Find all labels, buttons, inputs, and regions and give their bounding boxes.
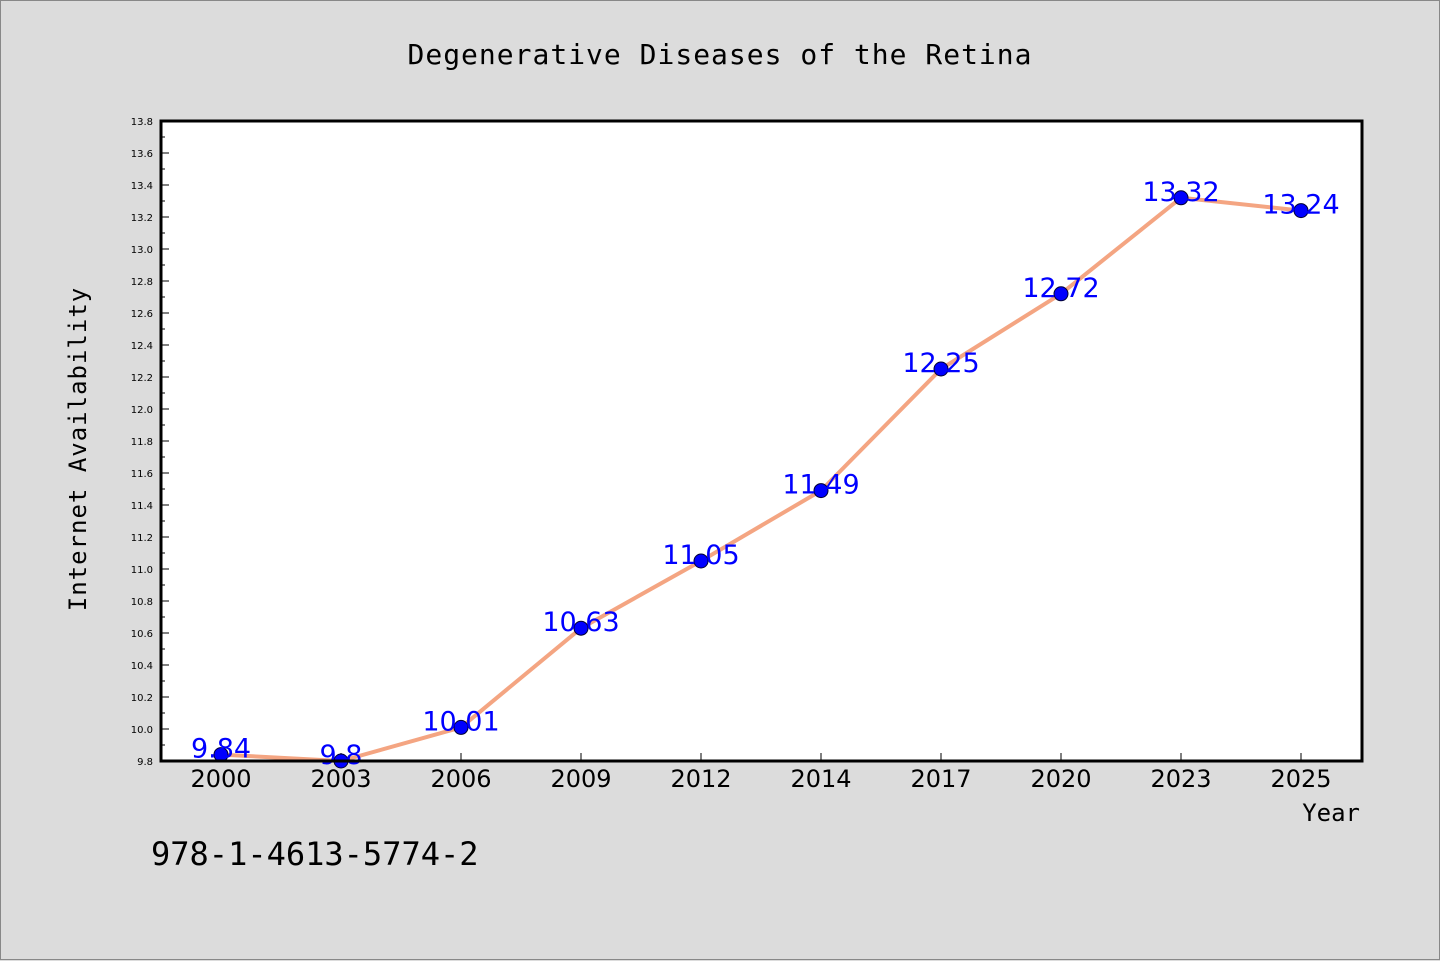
y-tick-label: 13.8 <box>131 117 153 128</box>
y-tick-label: 12.6 <box>131 309 153 320</box>
data-point <box>813 483 829 499</box>
y-tick-label: 13.0 <box>131 245 153 256</box>
y-axis: 9.8 10.0 10.2 10.4 10.6 10.8 11.0 11.2 11.4 11.6 1… <box>131 117 169 768</box>
y-tick-label: 10.0 <box>131 725 153 736</box>
data-point <box>1053 286 1069 302</box>
data-label: 11.05 <box>662 540 739 571</box>
y-tick-label: 13.4 <box>131 181 153 192</box>
data-point <box>453 719 469 735</box>
y-tick-label: 12.0 <box>131 405 153 416</box>
x-tick-label: 2023 <box>1150 765 1211 793</box>
y-tick-label: 11.2 <box>131 533 153 544</box>
data-labels: 9.84 9.8 10.01 10.63 11.05 11.49 12.25 12.72 13.… <box>191 177 1340 771</box>
y-tick-label: 11.4 <box>131 501 153 512</box>
data-point <box>933 361 949 377</box>
x-tick-label: 2025 <box>1270 765 1331 793</box>
x-tick-label: 2009 <box>550 765 611 793</box>
y-tick-label: 11.8 <box>131 437 153 448</box>
y-tick-label: 11.6 <box>131 469 153 480</box>
y-tick-label: 11.0 <box>131 565 153 576</box>
chart-title: Degenerative Diseases of the Retina <box>407 38 1032 71</box>
data-label: 12.72 <box>1022 273 1099 304</box>
y-tick-label: 12.8 <box>131 277 153 288</box>
isbn-annotation: 978-1-4613-5774-2 <box>151 835 479 873</box>
data-point <box>573 620 589 636</box>
y-tick-label: 10.4 <box>131 661 153 672</box>
y-tick-label: 12.2 <box>131 373 153 384</box>
data-label: 10.01 <box>422 706 499 737</box>
series-line-group <box>219 195 1303 763</box>
data-label: 11.49 <box>782 470 859 501</box>
x-axis-label: Year <box>1302 799 1360 827</box>
y-tick-label: 10.2 <box>131 693 153 704</box>
x-tick-label: 2003 <box>310 765 371 793</box>
x-tick-label: 2017 <box>910 765 971 793</box>
y-tick-label: 10.6 <box>131 629 153 640</box>
y-tick-label: 13.6 <box>131 149 153 160</box>
data-markers <box>213 190 1309 769</box>
x-tick-label: 2014 <box>790 765 851 793</box>
x-tick-label: 2006 <box>430 765 491 793</box>
y-tick-label: 12.4 <box>131 341 153 352</box>
x-tick-label: 2000 <box>190 765 251 793</box>
y-tick-label: 10.8 <box>131 597 153 608</box>
data-point <box>1293 203 1309 219</box>
y-axis-label: Internet Availability <box>64 287 92 611</box>
data-point <box>1173 190 1189 206</box>
y-tick-label: 13.2 <box>131 213 153 224</box>
x-tick-label: 2012 <box>670 765 731 793</box>
x-axis: 2000 2003 2006 2009 2012 2014 2017 2020 2023 2025 <box>190 753 1332 793</box>
data-label: 10.63 <box>542 607 619 638</box>
data-label: 13.32 <box>1142 177 1219 208</box>
plot-area <box>161 121 1362 761</box>
data-point <box>693 553 709 569</box>
x-tick-label: 2020 <box>1030 765 1091 793</box>
data-label: 9.8 <box>320 740 363 771</box>
plot-frame <box>159 119 1364 763</box>
y-tick-label: 9.8 <box>137 757 153 768</box>
data-label: 12.25 <box>902 348 979 379</box>
data-label: 9.84 <box>191 734 251 765</box>
data-label: 13.24 <box>1262 190 1339 221</box>
series-line <box>219 195 1303 763</box>
